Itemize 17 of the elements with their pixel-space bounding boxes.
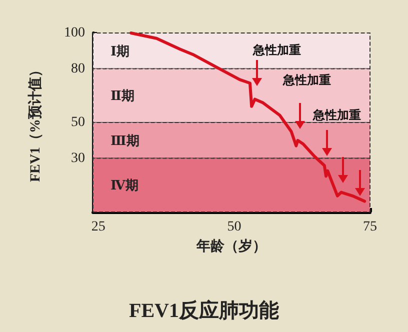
y-tick-label: 30 [71,150,85,166]
x-tick-label: 75 [363,220,377,234]
x-tick-label: 50 [227,220,242,234]
band-label: Ⅱ期 [110,88,134,104]
annotation: 急性加重 [282,73,331,87]
annotation: 急性加重 [252,43,301,57]
x-axis-title: 年龄（岁） [196,238,266,254]
y-axis-title: FEV1（%预计值） [28,63,44,182]
band-label: Ⅳ期 [110,178,138,193]
annotation: 急性加重 [312,108,361,122]
y-tick-label: 80 [71,61,85,76]
x-tick-label: 25 [91,220,106,234]
y-tick-label: 50 [71,115,85,130]
band-label: Ⅲ期 [110,132,140,148]
text: FEV1反应肺功能 [129,299,279,322]
band-label: Ⅰ期 [110,43,130,58]
y-tick-label: 100 [64,26,85,40]
